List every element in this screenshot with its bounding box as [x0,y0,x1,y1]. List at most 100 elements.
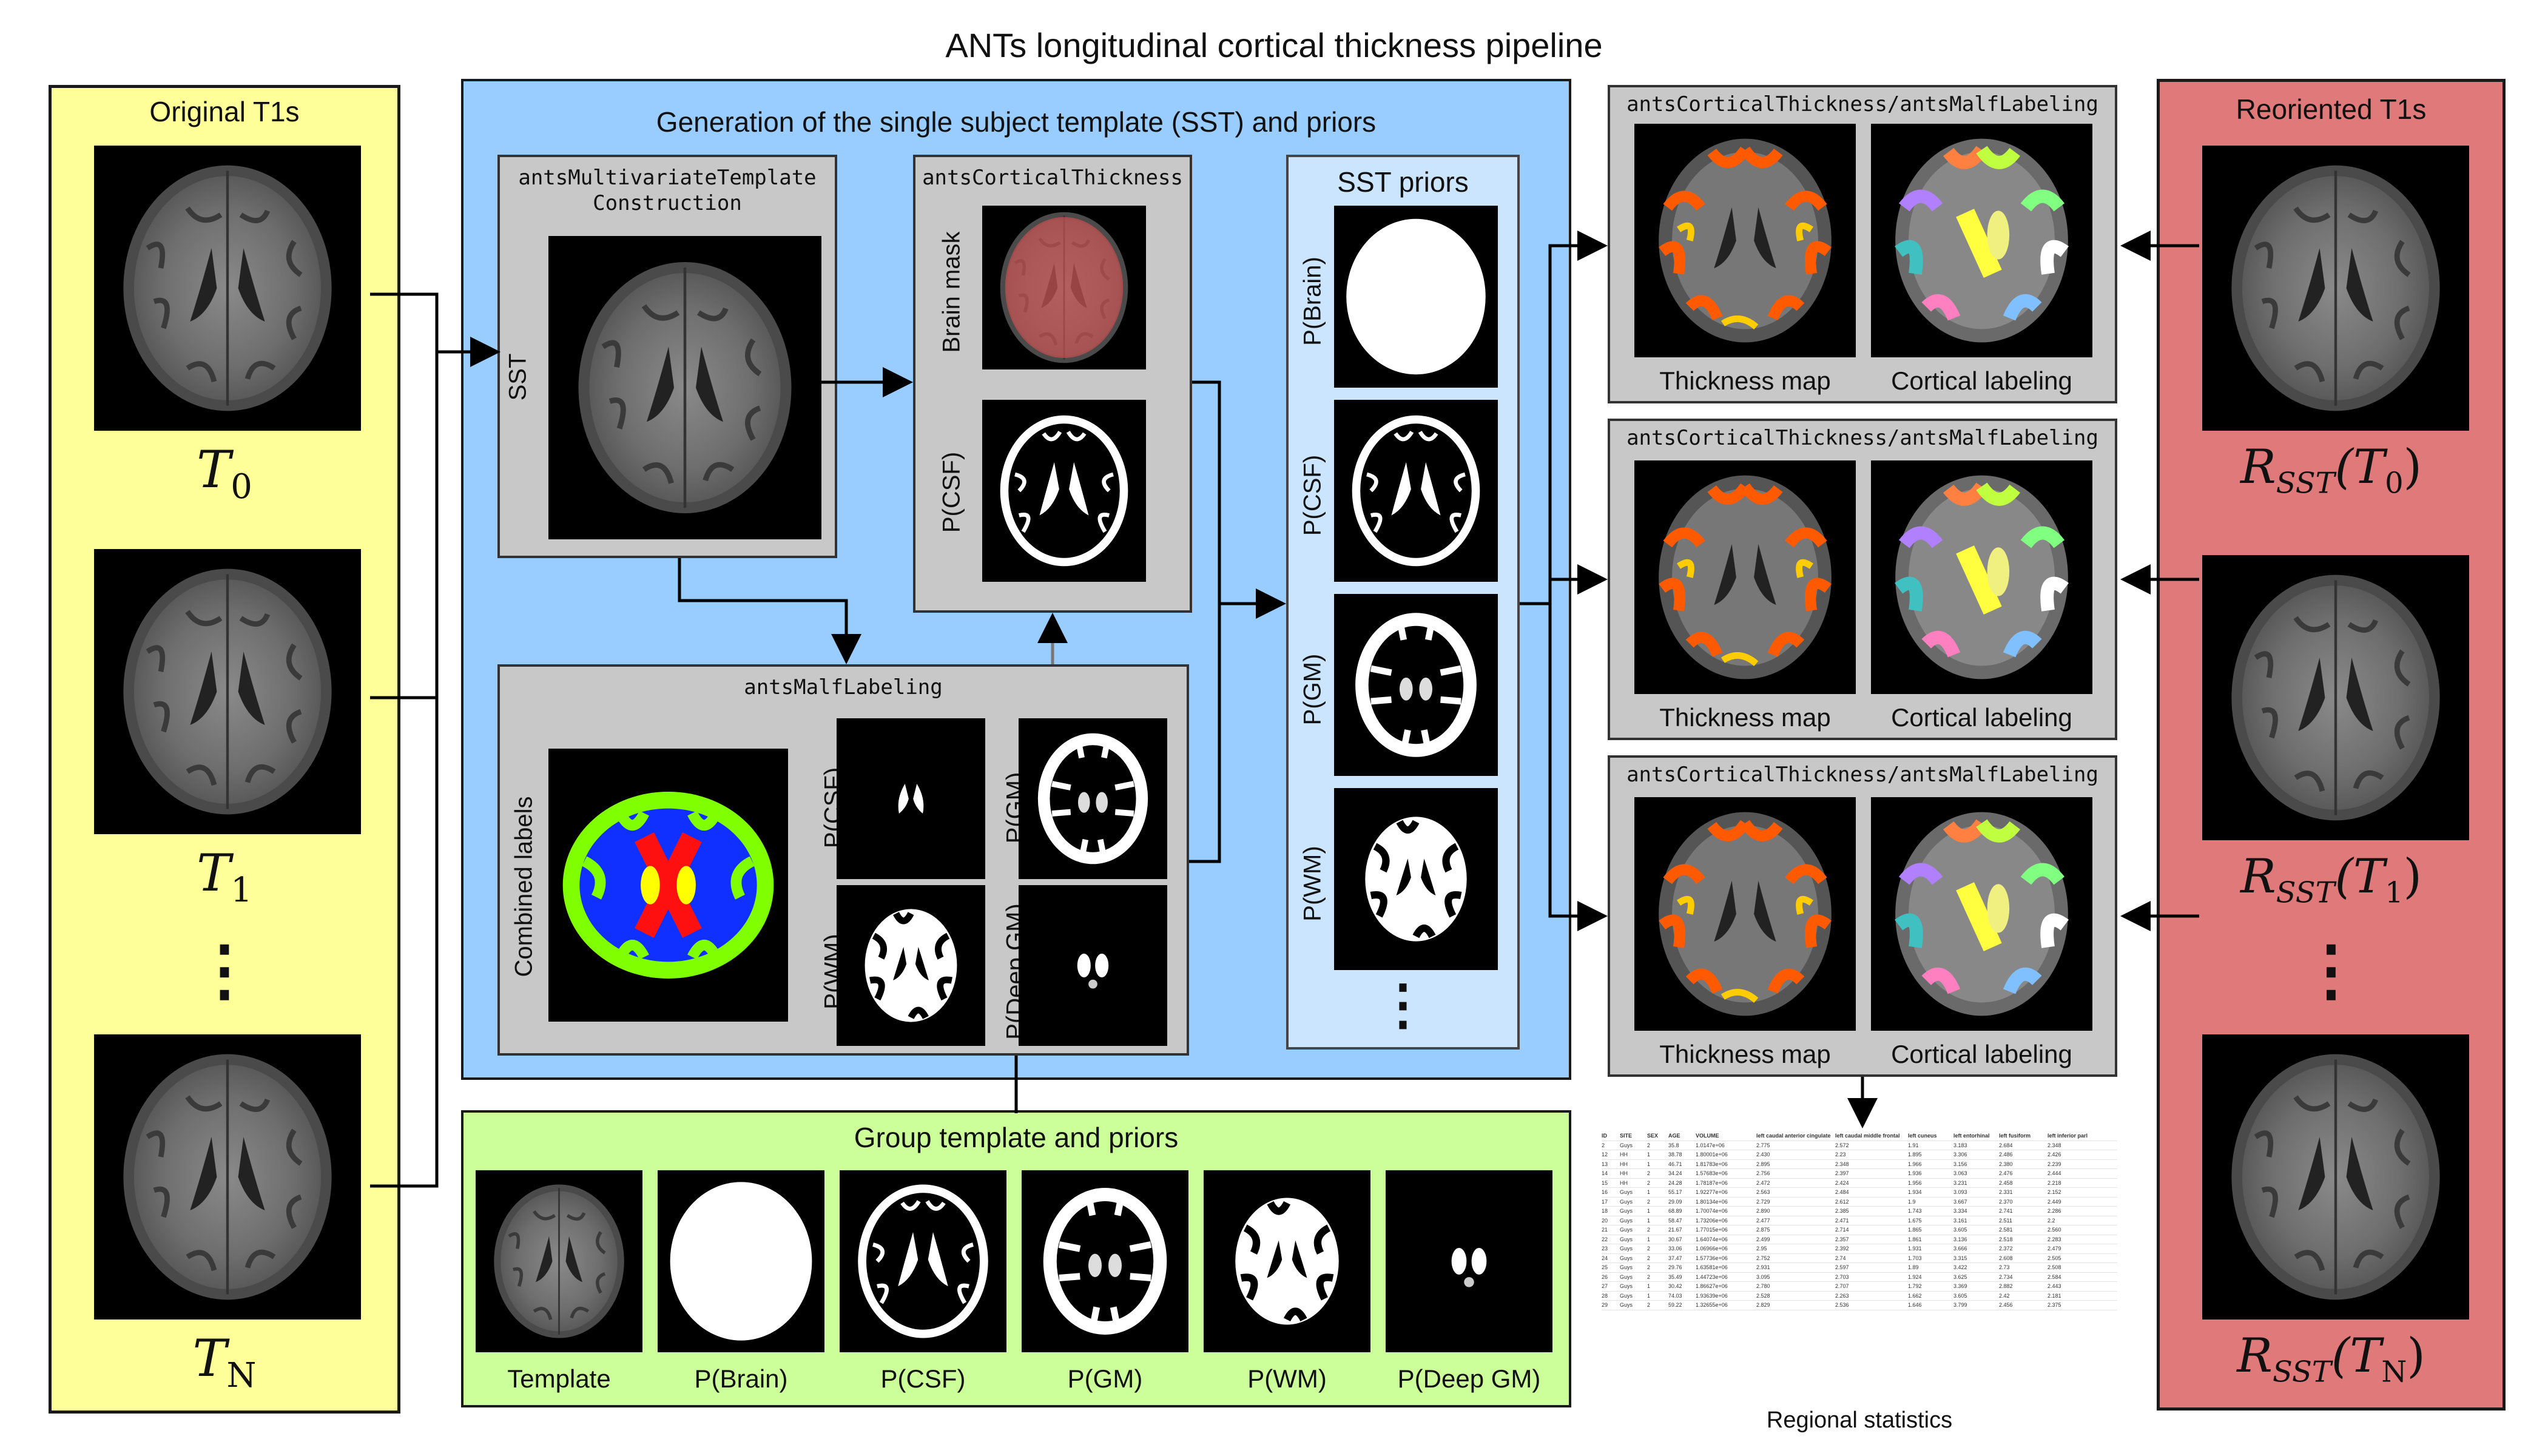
table-cell: Guys [1620,1142,1633,1148]
table-row: 20 Guys 1 58.47 1.73206e+06 2.477 2.471 1.675 3.… [1602,1216,2117,1225]
table-cell: 2.477 [1756,1217,1770,1224]
table-cell: 2.471 [1835,1217,1849,1224]
table-cell: 26 [1602,1273,1608,1280]
diagram-title: ANTs longitudinal cortical thickness pip… [945,26,1603,64]
cortical-labeling-caption: Cortical labeling [1891,1040,2072,1068]
table-cell: 1.9 [1908,1198,1916,1205]
table-cell: 1.81783e+06 [1696,1161,1728,1167]
table-cell: 2.348 [2048,1142,2061,1148]
table-cell: 3.095 [1756,1273,1770,1280]
table-row: 16 Guys 1 55.17 1.92277e+06 2.563 2.484 1.934 3.… [1602,1188,2117,1198]
table-cell: 3.315 [1953,1255,1967,1261]
table-row: 13 HH 1 46.71 1.81783e+06 2.895 2.348 1.966 3.15… [1602,1160,2117,1169]
table-cell: ID [1602,1133,1607,1139]
table-cell: left entorhinal [1953,1133,1990,1139]
table-cell: 2 [1647,1142,1651,1148]
table-cell: 15 [1602,1179,1608,1186]
prior-pcsf-label: P(CSF) [1299,454,1326,536]
output-box-title: antsCorticalThickness/antsMalfLabeling [1626,426,2098,450]
table-cell: 2.456 [1999,1302,2013,1308]
table-cell: 2.563 [1756,1189,1770,1195]
table-cell: 2.875 [1756,1227,1770,1233]
table-cell: 1.662 [1908,1292,1922,1299]
table-row: 22 Guys 1 30.67 1.64074e+06 2.499 2.357 1.861 3.… [1602,1235,2117,1244]
malf-title: antsMalfLabeling [744,675,943,699]
malf-pcsf-image [837,718,985,879]
malf-pdeepgm-image [1019,885,1167,1046]
table-cell: 46.71 [1668,1161,1682,1167]
cortical-labeling-caption: Cortical labeling [1891,366,2072,395]
table-row: 17 Guys 2 29.09 1.80134e+06 2.729 2.612 1.9 3.66… [1602,1198,2117,1207]
cortical-labeling-image [1871,797,2092,1031]
table-cell: Guys [1620,1227,1633,1233]
table-cell: 25 [1602,1264,1608,1270]
sst-image [548,236,821,539]
group-item-label: P(Brain) [694,1364,788,1393]
table-cell: 3.605 [1953,1292,1967,1299]
table-cell: 1.675 [1908,1217,1922,1224]
prior-pcsf-image [1334,400,1498,582]
table-cell: HH [1620,1179,1628,1186]
table-cell: 2.775 [1756,1142,1770,1148]
table-row: 28 Guys 1 74.03 1.93639e+06 2.528 2.263 1.662 3.… [1602,1292,2117,1301]
group-pdeepgm-image [1386,1170,1552,1352]
table-cell: 3.667 [1953,1198,1967,1205]
table-cell: 2.528 [1756,1292,1770,1299]
table-cell: 2.430 [1756,1151,1770,1158]
group-pgm-image [1022,1170,1188,1352]
table-cell: 2.458 [1999,1179,2013,1186]
thickness-map-image [1634,124,1856,357]
table-cell: 2.581 [1999,1227,2013,1233]
thickness-map-caption: Thickness map [1659,1040,1831,1068]
group-pcsf-image [840,1170,1006,1352]
table-cell: 2.218 [2048,1179,2061,1186]
table-cell: 2.397 [1835,1170,1849,1176]
table-cell: 3.666 [1953,1245,1967,1252]
table-cell: 2.518 [1999,1236,2013,1242]
table-cell: Guys [1620,1283,1633,1289]
table-cell: 2.443 [2048,1283,2061,1289]
template-construction-title-1: antsMultivariateTemplate [518,166,817,190]
table-cell: 2.181 [2048,1292,2061,1299]
table-cell: 2.484 [1835,1189,1849,1195]
table-cell: 29.76 [1668,1264,1682,1270]
table-cell: 1.895 [1908,1151,1922,1158]
brain-mask-image [982,206,1146,369]
cortical-thickness-title: antsCorticalThickness [922,166,1183,190]
table-cell: 28 [1602,1292,1608,1299]
table-cell: left cuneus [1908,1133,1937,1139]
table-cell: HH [1620,1151,1628,1158]
cortical-labeling-image [1871,460,2092,694]
table-cell: left caudal anterior cingulate [1756,1133,1831,1139]
table-cell: 1.646 [1908,1302,1922,1308]
combined-labels-image [548,749,788,1022]
table-cell: 2.152 [2048,1189,2061,1195]
table-cell: 1.966 [1908,1161,1922,1167]
table-cell: 74.03 [1668,1292,1682,1299]
table-cell: 20 [1602,1217,1608,1224]
output-box-t1: antsCorticalThickness/antsMalfLabeling T… [1608,419,2117,740]
table-cell: 2 [1647,1227,1651,1233]
table-row: 25 Guys 2 29.76 1.63581e+06 2.931 2.597 1.89 3.4… [1602,1263,2117,1273]
r0-label: RSST(T0) [2240,440,2422,500]
table-cell: 29 [1602,1302,1608,1308]
original-ellipsis: ⋮ [191,933,258,1008]
malf-pwm-image [837,885,985,1046]
table-cell: 13 [1602,1161,1608,1167]
table-cell: 2.372 [1999,1245,2013,1252]
table-row: 2 Guys 2 35.8 1.0147e+06 2.775 2.572 1.91 3.183 2… [1602,1141,2117,1150]
table-cell: 2.608 [1999,1255,2013,1261]
table-cell: 1 [1647,1208,1651,1214]
table-cell: 2 [1647,1264,1651,1270]
table-cell: Guys [1620,1208,1633,1214]
table-cell: Guys [1620,1198,1633,1205]
table-cell: Guys [1620,1245,1633,1252]
table-cell: 1.80134e+06 [1696,1198,1728,1205]
table-cell: 58.47 [1668,1217,1682,1224]
table-cell: 3.136 [1953,1236,1967,1242]
table-cell: 1.861 [1908,1236,1922,1242]
table-cell: 2.511 [1999,1217,2012,1224]
table-cell: 2.370 [1999,1198,2013,1205]
table-cell: 2.375 [2048,1302,2061,1308]
table-cell: 2.23 [1835,1151,1846,1158]
